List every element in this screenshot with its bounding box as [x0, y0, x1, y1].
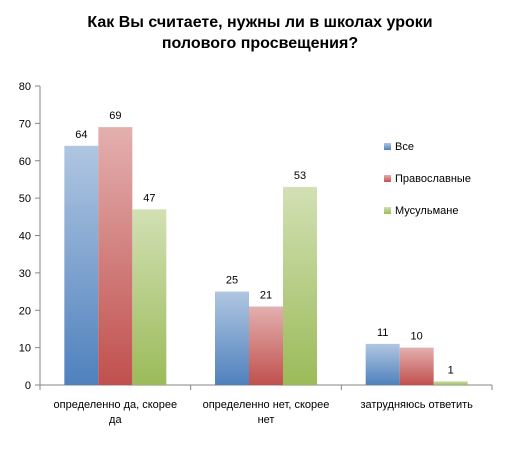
legend-label: Мусульмане — [395, 205, 458, 217]
x-category-label: определенно да, скорее — [54, 399, 178, 411]
chart-title-line-2: полового просвещения? — [161, 35, 359, 52]
bar — [433, 381, 468, 385]
data-label: 11 — [377, 327, 388, 339]
bar — [283, 186, 317, 385]
legend-swatch — [384, 175, 391, 182]
chart-title-line-1: Как Вы считаете, нужны ли в школах уроки — [87, 14, 433, 31]
legend: Все Православные Мусульмане — [384, 141, 471, 217]
bar — [98, 127, 133, 386]
data-labels: 64 69 47 25 21 53 11 10 1 — [75, 110, 454, 376]
data-label: 21 — [260, 290, 272, 302]
data-label: 69 — [109, 110, 121, 122]
data-label: 1 — [448, 364, 454, 376]
bar — [132, 209, 167, 385]
y-tick-label: 0 — [25, 380, 31, 392]
x-category-label: определенно нет, скорее — [203, 399, 330, 411]
x-category-label: затрудняюсь ответить — [360, 399, 473, 411]
x-category-label: да — [109, 414, 122, 426]
data-label: 53 — [294, 170, 306, 182]
bar — [249, 306, 283, 385]
data-label: 47 — [143, 192, 155, 204]
legend-swatch — [384, 143, 391, 150]
bar — [64, 145, 99, 385]
bar — [365, 343, 400, 385]
legend-label: Православные — [395, 173, 471, 185]
y-tick-label: 30 — [19, 268, 31, 280]
bar — [215, 291, 249, 385]
y-tick-label: 80 — [19, 81, 31, 93]
legend-label: Все — [395, 141, 414, 153]
data-label: 10 — [411, 331, 423, 343]
legend-swatch — [384, 207, 391, 214]
data-label: 25 — [226, 275, 238, 287]
y-tick-label: 50 — [19, 193, 31, 205]
y-tick-label: 60 — [19, 156, 31, 168]
chart-title: Как Вы считаете, нужны ли в школах уроки… — [40, 12, 480, 54]
bar — [399, 347, 434, 385]
y-tick-label: 40 — [19, 231, 31, 243]
data-label: 64 — [75, 129, 87, 141]
y-tick-label: 10 — [19, 343, 31, 355]
x-category-label: нет — [258, 414, 275, 426]
y-tick-label: 70 — [19, 118, 31, 130]
bars — [64, 127, 468, 386]
y-tick-label: 20 — [19, 305, 31, 317]
